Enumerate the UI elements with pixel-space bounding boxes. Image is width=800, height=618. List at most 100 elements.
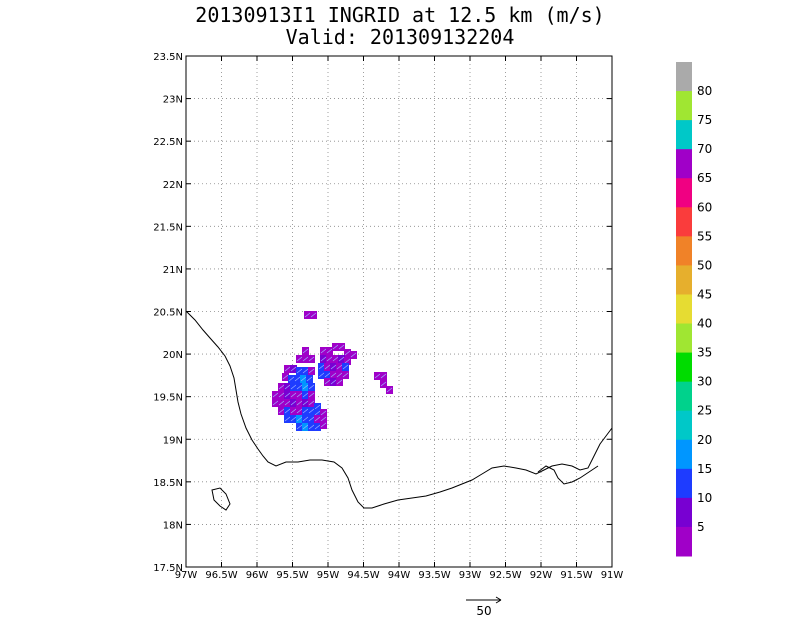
coastline [185,310,613,511]
colorbar-label: 15 [697,462,712,476]
wind-vector [380,381,387,387]
wind-vector [314,404,321,410]
wind-vector [296,384,303,390]
wind-cells [272,311,393,431]
wind-vector [278,392,285,398]
wind-vector [320,416,327,422]
colorbar-swatch [676,410,692,441]
latitude-labels: 23.5N 23N 22.5N 22N 21.5N 21N 20.5N 20N 19.5N 19N… [153,52,183,574]
wind-vector [296,392,303,398]
colorbar-label: 65 [697,171,712,185]
wind-vector [336,379,343,385]
lon-label: 91.5W [560,570,592,581]
wind-vector [290,384,297,390]
wind-vector [330,372,337,378]
colorbar-swatch [676,497,692,528]
colorbar-swatch [676,265,692,295]
wind-vector [318,372,325,378]
coastline-main [185,310,613,509]
wind-vector [288,376,295,382]
wind-vector [310,312,317,318]
colorbar-label: 50 [697,258,712,272]
colorbar-swatch [676,294,692,325]
wind-vector [336,372,343,378]
wind-vector [284,366,291,372]
wind-vector [290,366,297,372]
colorbar-swatch [676,178,692,208]
wind-vector [302,368,309,374]
colorbar-label: 30 [697,375,712,389]
lat-label: 19.5N [153,393,183,404]
colorbar-label: 80 [697,84,712,98]
wind-vector [330,379,337,385]
wind-vector [344,358,351,364]
wind-vector [284,384,291,390]
wind-vector [284,416,291,422]
wind-vector [330,364,337,370]
wind-vector [308,408,315,414]
wind-vector [308,368,315,374]
wind-vector [332,356,339,362]
wind-vector [290,408,297,414]
wind-vector [302,356,309,362]
wind-vector [294,376,301,382]
wind-vector [296,424,303,430]
reference-vector-label: 50 [476,604,491,618]
wind-vector [314,424,321,430]
wind-vector [374,373,381,379]
lat-label: 18.5N [153,478,183,489]
wind-vector [296,356,303,362]
lat-label: 17.5N [153,563,183,574]
wind-vector [326,356,333,362]
colorbar-swatch [676,439,692,470]
colorbar-swatch [676,149,692,179]
wind-vector [302,400,309,406]
wind-vector [324,379,331,385]
wind-vector [302,416,309,422]
grid-lines [185,55,613,568]
wind-vector [302,384,309,390]
wind-vector [338,344,345,350]
wind-vector [282,374,289,380]
colorbar-swatch [676,62,692,92]
wind-vector [324,372,331,378]
wind-vector [278,384,285,390]
wind-vector [324,364,331,370]
wind-vector [302,424,309,430]
lon-label: 96W [246,570,269,581]
lon-label: 93.5W [418,570,450,581]
colorbar-label: 10 [697,491,712,505]
wind-vector [338,356,345,362]
valid-time: Valid: 201309132204 [285,25,515,49]
colorbar-swatch [676,381,692,412]
lon-label: 94.5W [347,570,379,581]
wind-vector [300,376,307,382]
wind-vector [386,387,393,393]
lat-label: 22.5N [153,137,183,148]
lat-label: 23N [163,95,183,106]
wind-vector [290,400,297,406]
island-west [211,487,231,511]
wind-vector [342,372,349,378]
reference-arrow-head [495,596,502,604]
wind-vector [332,344,339,350]
wind-vector [296,416,303,422]
lat-label: 18N [163,520,183,531]
lon-label: 96.5W [205,570,237,581]
lat-label: 20.5N [153,308,183,319]
wind-vector [302,348,309,354]
wind-vector [308,384,315,390]
colorbar-label: 70 [697,142,712,156]
wind-vector [284,400,291,406]
colorbar-swatch [676,207,692,237]
lon-label: 92.5W [489,570,521,581]
wind-vector [314,410,321,416]
lat-label: 19N [163,435,183,446]
wind-vector [314,416,321,422]
wind-vector [320,356,327,362]
wind-vector [380,373,387,379]
wind-vector [320,348,327,354]
colorbar-swatch [676,236,692,266]
figure-title: 20130913I1 INGRID at 12.5 km (m/s) [195,3,605,27]
